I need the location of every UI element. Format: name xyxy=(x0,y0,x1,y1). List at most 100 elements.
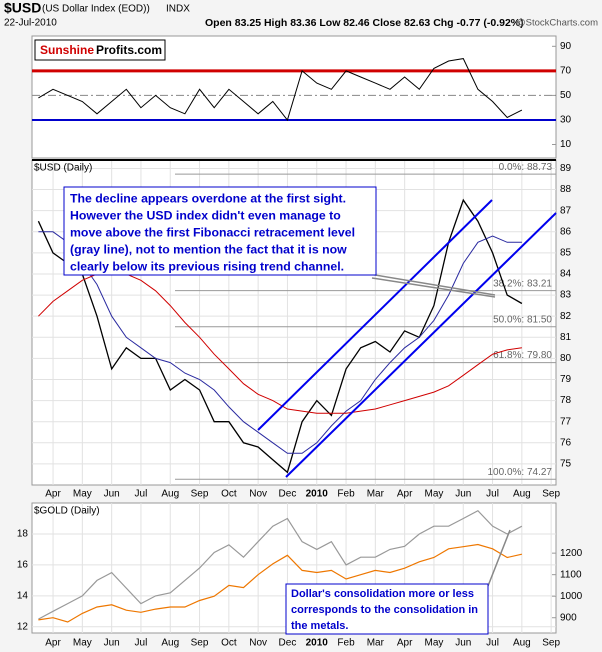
y-tick-label: 79 xyxy=(560,374,572,385)
x-tick-label: Sep xyxy=(191,638,209,649)
annotation-text: the metals. xyxy=(291,620,348,632)
x-tick-label: Apr xyxy=(397,638,413,649)
logo-box xyxy=(34,39,166,61)
y-tick-label: 78 xyxy=(560,395,572,406)
series-line xyxy=(38,58,523,122)
level-label: 61.8%: 79.80 xyxy=(493,350,552,361)
series-line xyxy=(38,543,523,623)
y-tick-label: 83 xyxy=(560,290,572,301)
y-tick-label: 90 xyxy=(560,41,572,52)
y2-tick-label: 900 xyxy=(560,612,577,623)
x-tick-label: May xyxy=(424,489,443,500)
y-tick-label: 77 xyxy=(560,416,572,427)
x-tick-label: Feb xyxy=(337,638,355,649)
y2-tick-label: 1200 xyxy=(560,548,583,559)
x-tick-label: Jul xyxy=(486,489,499,500)
annotation-text: (gray line), not to mention the fact tha… xyxy=(70,242,347,256)
source: @StockCharts.com xyxy=(516,18,598,29)
x-tick-label: Nov xyxy=(249,489,267,500)
y-tick-label: 50 xyxy=(560,90,572,101)
x-tick-label: May xyxy=(73,638,92,649)
x-tick-label: Jul xyxy=(135,489,148,500)
ohlc: Open 83.25 High 83.36 Low 82.46 Close 82… xyxy=(205,17,524,29)
annotation-text: corresponds to the consolidation in xyxy=(291,604,478,616)
y-tick-label: 70 xyxy=(560,65,572,76)
arrow xyxy=(371,277,496,298)
x-tick-label: Oct xyxy=(221,638,237,649)
x-tick-label: Mar xyxy=(367,638,385,649)
y-tick-label: 12 xyxy=(17,621,29,632)
x-tick-label: Feb xyxy=(337,489,355,500)
y-tick-label: 80 xyxy=(560,353,572,364)
x-tick-label: Jul xyxy=(135,638,148,649)
trend-line xyxy=(285,212,557,478)
y-tick-label: 82 xyxy=(560,311,572,322)
series-line xyxy=(37,198,523,474)
y-tick-label: 76 xyxy=(560,437,572,448)
panel-title: $USD (Daily) xyxy=(34,163,92,174)
x-tick-label: Dec xyxy=(279,489,297,500)
y-tick-label: 89 xyxy=(560,163,572,174)
x-tick-label: Sep xyxy=(191,489,209,500)
y-tick-label: 75 xyxy=(560,459,572,470)
level-label: 100.0%: 74.27 xyxy=(488,467,553,478)
level-label: 38.2%: 83.21 xyxy=(493,278,552,289)
x-tick-label: Aug xyxy=(161,638,179,649)
date: 22-Jul-2010 xyxy=(4,18,57,29)
panel-title: $GOLD (Daily) xyxy=(34,506,100,517)
x-tick-label: Jun xyxy=(455,638,471,649)
y-tick-label: 14 xyxy=(17,590,29,601)
y-tick-label: 88 xyxy=(560,184,572,195)
y-tick-label: 87 xyxy=(560,205,572,216)
annotation-box xyxy=(285,583,489,635)
series-line xyxy=(38,231,522,454)
annotation-box xyxy=(63,186,377,276)
y-tick-label: 18 xyxy=(17,529,29,540)
x-tick-label: 2010 xyxy=(306,638,329,649)
x-tick-label: Sep xyxy=(542,638,560,649)
y-tick-label: 86 xyxy=(560,226,572,237)
trend-line xyxy=(257,199,493,431)
x-tick-label: Jun xyxy=(104,638,120,649)
x-tick-label: Oct xyxy=(221,489,237,500)
logo-a: Sunshine xyxy=(40,43,94,57)
x-tick-label: 2010 xyxy=(306,489,329,500)
y-tick-label: 84 xyxy=(560,269,572,280)
x-tick-label: Jun xyxy=(104,489,120,500)
x-tick-label: May xyxy=(73,489,92,500)
annotation-text: move above the first Fibonacci retraceme… xyxy=(70,225,355,239)
x-tick-label: Apr xyxy=(397,489,413,500)
x-tick-label: Apr xyxy=(45,638,61,649)
series-line xyxy=(38,509,523,620)
x-tick-label: Dec xyxy=(279,638,297,649)
logo-b: Profits.com xyxy=(96,43,162,57)
x-tick-label: Jun xyxy=(455,489,471,500)
x-tick-label: Aug xyxy=(513,489,531,500)
overlay: Sunshine Profits.com The decline appears… xyxy=(32,39,557,635)
x-tick-label: May xyxy=(424,638,443,649)
y-tick-label: 81 xyxy=(560,332,572,343)
exchange: INDX xyxy=(166,4,190,15)
y-tick-label: 85 xyxy=(560,247,572,258)
level-label: 0.0%: 88.73 xyxy=(499,162,553,173)
arrow xyxy=(487,529,511,587)
y2-tick-label: 1100 xyxy=(560,569,582,580)
y-tick-label: 10 xyxy=(560,139,572,150)
y-tick-label: 30 xyxy=(560,115,572,126)
x-tick-label: Sep xyxy=(542,489,560,500)
x-tick-label: Aug xyxy=(161,489,179,500)
x-tick-label: Jul xyxy=(486,638,499,649)
symbol: $USD xyxy=(4,0,41,16)
x-tick-label: Mar xyxy=(367,489,385,500)
symbol-name: (US Dollar Index (EOD)) xyxy=(42,4,150,15)
x-tick-label: Apr xyxy=(45,489,61,500)
panels xyxy=(31,35,557,634)
y-tick-label: 16 xyxy=(17,560,29,571)
y2-tick-label: 1000 xyxy=(560,591,583,602)
annotation-text: However the USD index didn't even manage… xyxy=(70,208,341,222)
annotation-text: clearly below its previous rising trend … xyxy=(70,259,344,273)
annotation-text: Dollar's consolidation more or less xyxy=(291,588,474,600)
level-label: 50.0%: 81.50 xyxy=(493,314,552,325)
x-tick-label: Nov xyxy=(249,638,267,649)
